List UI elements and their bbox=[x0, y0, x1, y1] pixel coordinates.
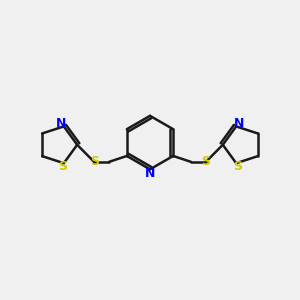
Text: N: N bbox=[56, 117, 66, 130]
Text: S: S bbox=[58, 160, 67, 172]
Text: N: N bbox=[145, 167, 155, 179]
Text: S: S bbox=[201, 155, 210, 168]
Text: S: S bbox=[233, 160, 242, 172]
Text: S: S bbox=[90, 155, 99, 168]
Text: N: N bbox=[234, 117, 244, 130]
